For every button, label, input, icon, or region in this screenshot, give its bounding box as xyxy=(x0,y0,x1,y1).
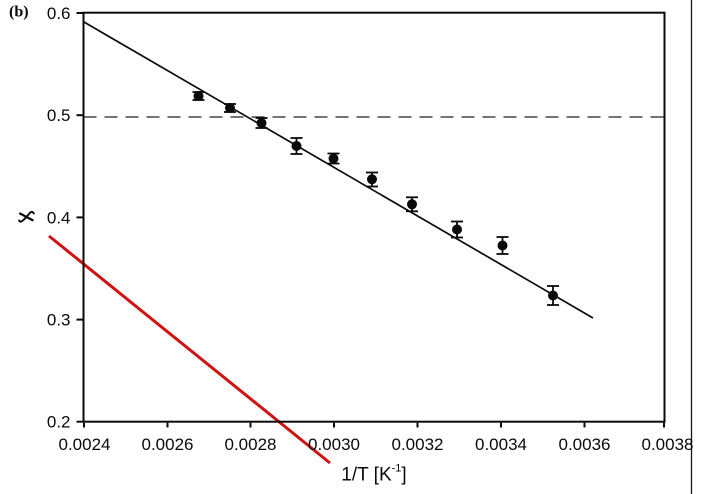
svg-text:0.2: 0.2 xyxy=(47,413,71,432)
svg-text:0.0032: 0.0032 xyxy=(392,435,444,454)
svg-text:0.0038: 0.0038 xyxy=(642,435,694,454)
svg-text:0.0034: 0.0034 xyxy=(475,435,527,454)
svg-text:0.5: 0.5 xyxy=(47,106,71,125)
svg-text:0.0028: 0.0028 xyxy=(225,435,277,454)
svg-text:0.0024: 0.0024 xyxy=(59,435,111,454)
svg-text:(b): (b) xyxy=(9,4,29,21)
svg-text:0.0030: 0.0030 xyxy=(308,435,360,454)
svg-text:1/T [K-1]: 1/T [K-1] xyxy=(341,463,406,486)
svg-text:0.4: 0.4 xyxy=(47,208,71,227)
svg-text:0.3: 0.3 xyxy=(47,311,71,330)
svg-text:0.0026: 0.0026 xyxy=(142,435,194,454)
svg-text:0.6: 0.6 xyxy=(47,4,71,23)
svg-text:0.0036: 0.0036 xyxy=(559,435,611,454)
